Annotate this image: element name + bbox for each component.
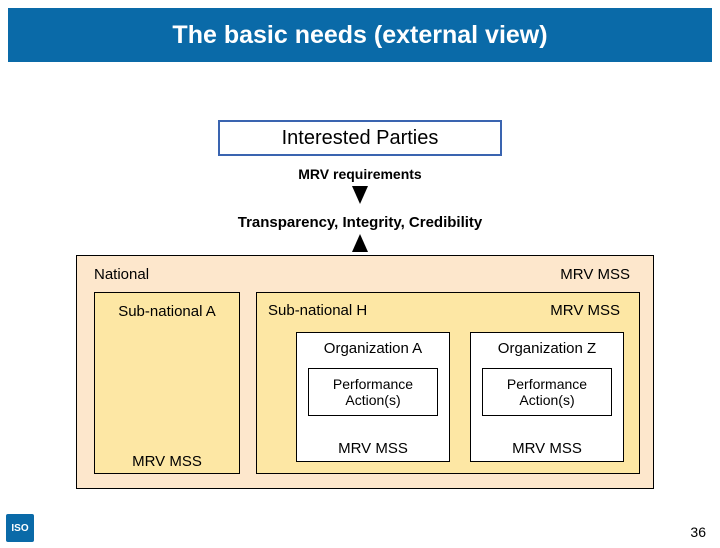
transparency-label: Transparency, Integrity, Credibility bbox=[0, 214, 720, 231]
organization-a-perf-box: Performance Action(s) bbox=[308, 368, 438, 416]
slide-title: The basic needs (external view) bbox=[172, 21, 547, 50]
page-number: 36 bbox=[690, 524, 706, 540]
sub-national-a-label: Sub-national A bbox=[118, 303, 216, 320]
iso-logo: ISO bbox=[6, 514, 34, 542]
iso-text: ISO bbox=[11, 523, 28, 534]
organization-z-perf: Performance Action(s) bbox=[483, 376, 611, 408]
organization-a-perf: Performance Action(s) bbox=[309, 376, 437, 408]
arrow-up-icon bbox=[352, 234, 368, 252]
national-mrv-label: MRV MSS bbox=[560, 266, 630, 283]
organization-z-label: Organization Z bbox=[470, 340, 624, 357]
sub-national-a-mrv: MRV MSS bbox=[94, 453, 240, 470]
interested-parties-label: Interested Parties bbox=[282, 127, 439, 150]
national-label: National bbox=[94, 266, 149, 283]
organization-z-perf-box: Performance Action(s) bbox=[482, 368, 612, 416]
interested-parties-box: Interested Parties bbox=[218, 120, 502, 156]
sub-national-h-mrv: MRV MSS bbox=[550, 302, 620, 319]
organization-a-mrv: MRV MSS bbox=[296, 440, 450, 457]
organization-a-label: Organization A bbox=[296, 340, 450, 357]
mrv-requirements-label: MRV requirements bbox=[0, 166, 720, 182]
arrow-down-icon bbox=[352, 186, 368, 204]
sub-national-a-box: Sub-national A bbox=[94, 292, 240, 474]
organization-z-mrv: MRV MSS bbox=[470, 440, 624, 457]
slide-title-bar: The basic needs (external view) bbox=[8, 8, 712, 62]
sub-national-h-label: Sub-national H bbox=[268, 302, 367, 319]
